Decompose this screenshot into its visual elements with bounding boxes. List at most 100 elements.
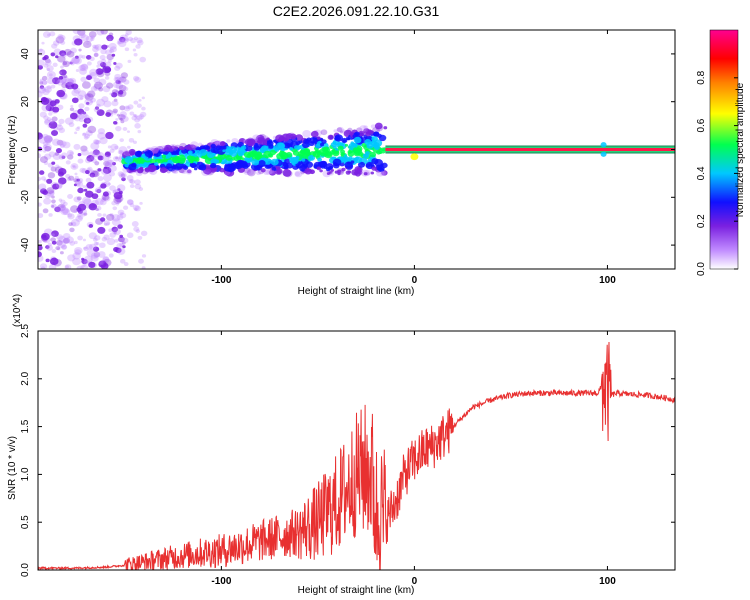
spectrogram-cell (55, 148, 62, 154)
spectrogram-cell (65, 81, 75, 90)
spectrogram-cell (309, 137, 318, 144)
spectrogram-cell (147, 164, 157, 173)
spectrogram-cell (57, 247, 61, 251)
spectrogram-cell (125, 106, 130, 110)
spectrogram-cell (40, 266, 46, 269)
spectrogram-cell (120, 72, 129, 79)
spectrogram-cell (336, 126, 344, 134)
spectrogram-cell (90, 254, 99, 262)
spectrogram-cell (116, 113, 120, 117)
spectrogram-cell (59, 140, 67, 147)
spectrogram-cell (82, 132, 87, 136)
spectrogram-cell (69, 241, 75, 246)
spectrogram-cell (132, 75, 140, 82)
spectrogram-cell (52, 183, 60, 190)
spectrogram-cell (227, 166, 235, 173)
spectrogram-cell (93, 52, 99, 58)
spectrogram-cell (59, 143, 65, 149)
spectrogram-cell (41, 75, 48, 81)
spectrogram-cell (106, 213, 115, 221)
spectrogram-cell (83, 198, 92, 206)
spectrogram-cell (51, 195, 55, 199)
spectrogram-cell (345, 131, 350, 135)
spectrogram-cell (320, 129, 328, 136)
spectrogram-cell (327, 134, 334, 140)
spectrogram-cell (48, 213, 53, 217)
spectrogram-cell (127, 59, 132, 63)
spectrogram-cell (282, 162, 288, 167)
spectrogram-cell (67, 213, 75, 220)
spectrogram-cell (68, 61, 72, 65)
spectrogram-cell (350, 141, 354, 145)
spectrogram-cell (61, 155, 66, 159)
spectrogram-cell (56, 139, 64, 146)
spectrogram-cell (276, 165, 281, 170)
spectrogram-cell (336, 127, 343, 133)
spectrogram-cell (98, 87, 104, 92)
spectrogram-cell (109, 232, 116, 238)
spectrogram-cell (66, 154, 74, 160)
spectrogram-cell (133, 226, 140, 232)
spectrogram-cell (128, 163, 137, 171)
spectrogram-cell (81, 212, 86, 217)
spectrogram-cell (86, 75, 92, 81)
spectrogram-axes: -100 0 100 -40 -20 0 20 40 (20, 30, 675, 286)
spectrogram-cell (126, 199, 134, 205)
snr-series-line (38, 341, 675, 570)
spectrogram-cell (93, 77, 100, 84)
spectrogram-cell (344, 161, 353, 169)
spectrogram-cell (90, 86, 98, 92)
spectrogram-cell (112, 206, 118, 211)
spectrogram-cell (74, 38, 83, 46)
colorbar-tick-label: 0.0 (696, 262, 707, 276)
spectrogram-cell (51, 249, 57, 254)
spectrogram-cell (89, 68, 98, 77)
spectrogram-cell (98, 78, 107, 86)
spectrogram-cell (74, 175, 79, 180)
spectrogram-cell (88, 243, 97, 251)
spectrogram-cell (68, 222, 73, 226)
spectrogram-cell (69, 151, 74, 155)
spectrogram-cell (118, 84, 127, 92)
spectrogram-cell (116, 41, 121, 45)
spectrogram-cell (315, 143, 321, 149)
spectrogram-cell (260, 145, 269, 152)
spectrogram-cell (150, 145, 160, 154)
spectrogram-cell (78, 64, 86, 72)
spectrogram-cell (96, 70, 105, 78)
spectrogram-cell (74, 55, 79, 59)
snr-ytick-label: 1.5 (20, 419, 31, 433)
spectrogram-cell (82, 132, 87, 137)
spectrogram-cell (97, 251, 106, 258)
spectrogram-cell (46, 68, 51, 71)
spectrogram-cell (100, 217, 106, 222)
spectrogram-cell (77, 158, 84, 164)
spectrogram-cell (105, 112, 112, 118)
spectrogram-cell (94, 140, 100, 145)
spectrogram-cell (100, 197, 106, 202)
spectrogram-cell (43, 135, 53, 143)
spectrogram-cell (133, 114, 138, 118)
spectrogram-cell (294, 171, 301, 177)
spectrogram-cell (56, 124, 64, 131)
spectrogram-cell (105, 131, 114, 140)
spectrogram-cell (118, 172, 127, 179)
spectrogram-cell (83, 260, 89, 265)
colorbar-tick-label: 0.4 (696, 166, 707, 180)
spectrogram-ytick-label: 40 (20, 48, 31, 60)
spectrogram-cell (113, 98, 118, 102)
spectrogram-cell (81, 257, 85, 261)
spectrogram-cell (43, 143, 52, 152)
spectrogram-cell (46, 117, 52, 121)
spectrogram-cell (76, 196, 82, 201)
spectrogram-cell (104, 161, 112, 168)
spectrogram-cell (42, 190, 48, 195)
spectrogram-cell (99, 260, 105, 265)
spectrogram-cell (70, 221, 77, 227)
spectrogram-cell (45, 258, 50, 263)
snr-ytick-label: 2.0 (20, 371, 31, 385)
spectrogram-cell (600, 142, 607, 148)
spectrogram-cell (61, 152, 68, 158)
spectrogram-cell (112, 110, 118, 115)
spectrogram-cell (55, 246, 61, 251)
